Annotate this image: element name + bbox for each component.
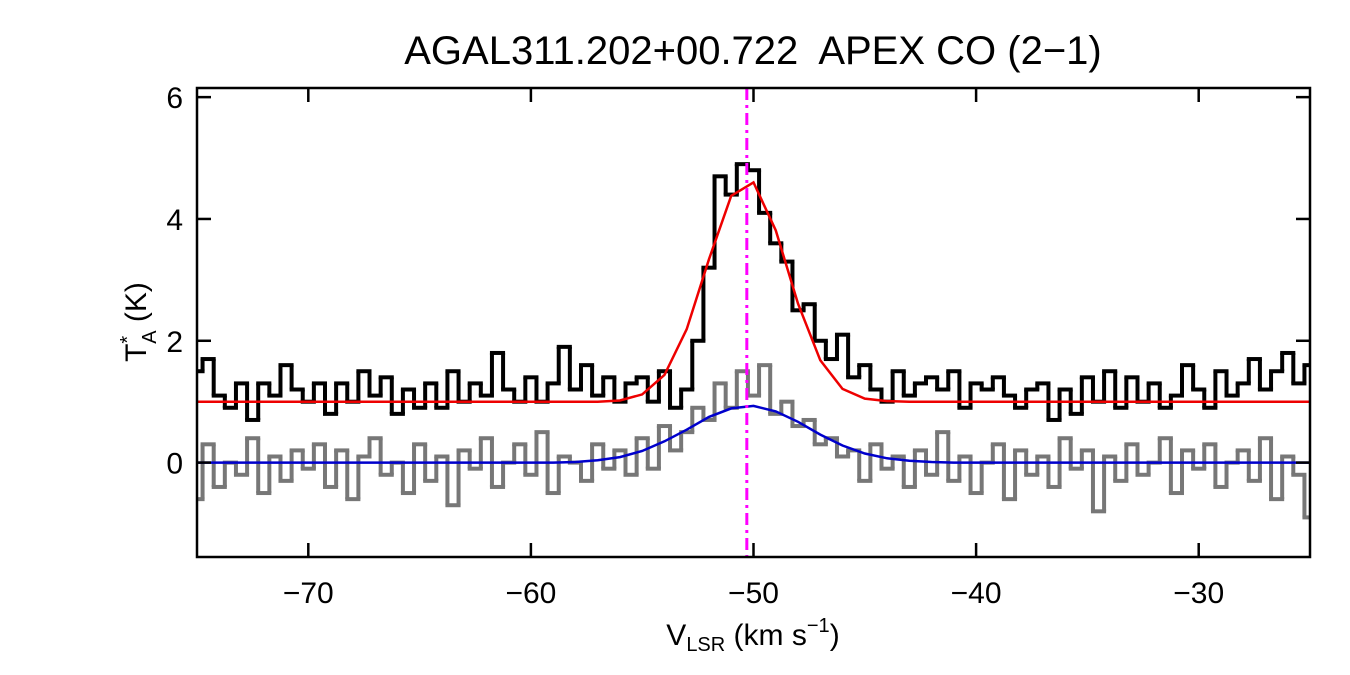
y-axis-title-part: T bbox=[120, 344, 153, 362]
x-axis-title-part: −1 bbox=[807, 615, 830, 637]
fit-line bbox=[197, 404, 1310, 464]
x-tick-label: −70 bbox=[283, 577, 334, 610]
y-axis-title-part: * bbox=[117, 336, 139, 344]
y-tick-label: 6 bbox=[166, 82, 183, 115]
x-tick-label: −30 bbox=[1173, 577, 1224, 610]
x-axis-title-part: (km s bbox=[725, 619, 807, 652]
y-axis-title-part: A bbox=[139, 330, 161, 344]
x-axis-title: VLSR (km s−1) bbox=[666, 615, 839, 656]
y-tick-label: 2 bbox=[166, 326, 183, 359]
x-tick-label: −40 bbox=[951, 577, 1002, 610]
plot-frame bbox=[195, 86, 1312, 559]
y-tick-label: 4 bbox=[166, 204, 183, 237]
x-tick-label: −60 bbox=[505, 577, 556, 610]
chart-title: AGAL311.202+00.722 APEX CO (2−1) bbox=[404, 29, 1102, 73]
fit-line bbox=[197, 180, 1310, 403]
series-group bbox=[197, 162, 1310, 520]
x-axis-title-part: ) bbox=[830, 619, 840, 652]
x-tick-label: −50 bbox=[728, 577, 779, 610]
y-axis-title-part: (K) bbox=[120, 282, 153, 330]
plot-area: −70 −60 −50 −40 −30 0 2 4 6 bbox=[166, 82, 1312, 610]
x-axis-title-part: LSR bbox=[686, 634, 725, 656]
y-tick-label: 0 bbox=[166, 448, 183, 481]
y-axis-title: T*A (K) bbox=[117, 282, 161, 362]
x-axis-title-part: V bbox=[666, 619, 686, 652]
